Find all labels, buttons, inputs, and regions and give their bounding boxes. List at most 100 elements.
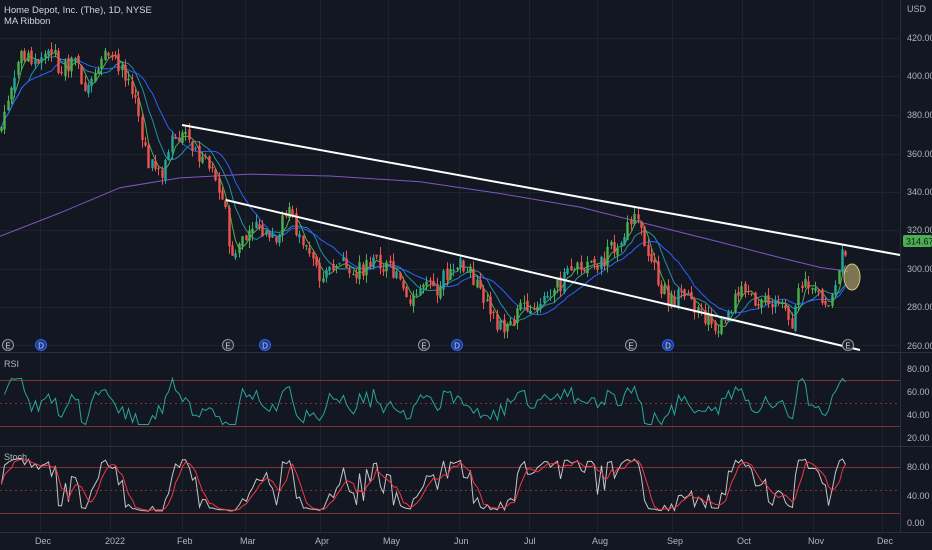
candle-body xyxy=(750,293,753,295)
candle-body xyxy=(80,65,83,85)
candle-body xyxy=(308,247,311,254)
time-label: 2022 xyxy=(105,536,125,546)
candle-body xyxy=(70,57,73,72)
candle-body xyxy=(60,71,63,74)
last-price-tag xyxy=(903,235,932,247)
candle-body xyxy=(3,111,6,130)
time-label: Mar xyxy=(240,536,256,546)
price-axis[interactable]: USD 420.00 400.00 380.00 360.00 340.00 3… xyxy=(903,4,932,351)
highlight-ellipse[interactable] xyxy=(843,263,861,291)
candle-body xyxy=(100,58,103,69)
candle-body xyxy=(503,319,506,333)
candle-body xyxy=(767,295,770,305)
rsi-tick: 40.00 xyxy=(907,410,930,420)
event-marker-glyph: E xyxy=(5,341,10,350)
time-label: May xyxy=(383,536,401,546)
candle-body xyxy=(305,245,308,247)
event-marker-glyph: E xyxy=(628,341,633,350)
candle-body xyxy=(241,236,244,247)
price-pane[interactable] xyxy=(0,42,901,351)
candle-body xyxy=(218,177,221,193)
candle-body xyxy=(281,215,284,235)
candle-body xyxy=(318,263,321,282)
candle-body xyxy=(365,260,368,276)
candle-body xyxy=(797,288,800,306)
candle-body xyxy=(841,249,844,273)
rsi-axis[interactable]: 80.00 60.00 40.00 20.00 RSI xyxy=(4,359,930,443)
candle-body xyxy=(556,278,559,288)
stoch-pane[interactable] xyxy=(0,457,900,514)
candle-body xyxy=(670,294,673,308)
candle-body xyxy=(154,160,157,169)
stoch-axis[interactable]: 80.00 40.00 0.00 Stoch xyxy=(4,452,930,528)
candle-body xyxy=(687,293,690,295)
candle-body xyxy=(312,251,315,259)
candle-body xyxy=(439,287,442,299)
candle-body xyxy=(74,58,77,61)
stoch-k-line xyxy=(1,457,846,512)
candle-body xyxy=(700,309,703,311)
dividend-marker-icon xyxy=(662,339,674,351)
candle-body xyxy=(784,305,787,309)
dividend-marker-icon xyxy=(259,339,271,351)
candle-body xyxy=(335,266,338,268)
candle-body xyxy=(204,155,207,157)
candle-body xyxy=(298,234,301,238)
event-marker-glyph: D xyxy=(262,341,268,350)
candle-body xyxy=(13,77,16,91)
candle-body xyxy=(0,126,3,131)
candle-body xyxy=(164,160,167,181)
candle-body xyxy=(419,288,422,296)
candle-body xyxy=(198,145,201,162)
candle-body xyxy=(660,284,663,294)
candle-body xyxy=(325,270,328,278)
candle-body xyxy=(586,261,589,274)
candle-body xyxy=(764,296,767,303)
candle-body xyxy=(663,286,666,295)
candle-body xyxy=(214,169,217,181)
candle-body xyxy=(566,268,569,274)
candle-body xyxy=(653,259,656,263)
candle-body xyxy=(596,264,599,270)
candle-body xyxy=(251,228,254,234)
candle-body xyxy=(302,235,305,246)
candle-body xyxy=(191,141,194,152)
candle-body xyxy=(84,82,87,91)
candle-body xyxy=(757,304,760,306)
trend-lines[interactable] xyxy=(181,124,901,351)
price-tick: 320.00 xyxy=(907,225,932,235)
candle-body xyxy=(405,287,408,298)
candle-body xyxy=(499,320,502,330)
chart-legend[interactable]: Home Depot, Inc. (The), 1D, NYSE MA Ribb… xyxy=(4,5,152,27)
candle-body xyxy=(844,251,847,256)
candle-body xyxy=(831,294,834,307)
candle-body xyxy=(234,253,237,258)
candle-body xyxy=(459,258,462,268)
candle-body xyxy=(717,331,720,333)
candle-body xyxy=(144,142,147,146)
candle-body xyxy=(141,116,144,141)
dividend-marker-icon xyxy=(35,339,47,351)
rsi-pane[interactable] xyxy=(0,376,900,427)
time-axis[interactable]: Dec 2022 Feb Mar Apr May Jun Jul Aug Sep… xyxy=(35,536,894,546)
candle-body xyxy=(801,285,804,289)
candle-body xyxy=(482,288,485,303)
candle-body xyxy=(707,313,710,326)
lower-trend-line[interactable] xyxy=(225,199,861,351)
candle-body xyxy=(348,269,351,274)
candle-body xyxy=(389,260,392,263)
candle-body xyxy=(633,213,636,225)
candle-body xyxy=(171,135,174,153)
stoch-label: Stoch xyxy=(4,452,27,462)
candle-body xyxy=(137,97,140,117)
candle-body xyxy=(97,69,100,74)
time-label: Oct xyxy=(737,536,752,546)
earnings-marker-icon xyxy=(842,339,854,351)
time-label: Feb xyxy=(177,536,193,546)
upper-trend-line[interactable] xyxy=(181,124,901,256)
candle-body xyxy=(476,279,479,288)
candle-body xyxy=(10,87,13,100)
candle-body xyxy=(358,262,361,280)
candle-body xyxy=(623,237,626,245)
